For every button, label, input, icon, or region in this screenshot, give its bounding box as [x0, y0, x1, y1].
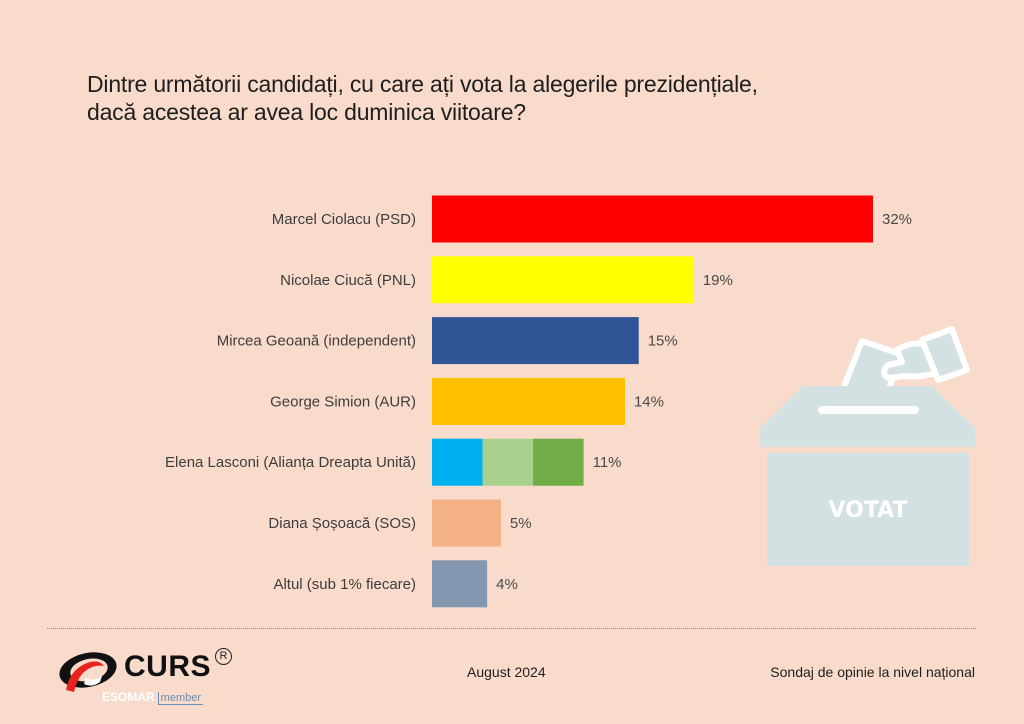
brand-name: CURS	[124, 650, 212, 683]
value-label: 19%	[703, 272, 733, 289]
bar	[432, 377, 625, 425]
category-label: Altul (sub 1% fiecare)	[273, 576, 416, 593]
chart-title-line-1: Dintre următorii candidați, cu care ați …	[87, 71, 758, 97]
esomar-member-tag: member	[157, 692, 204, 705]
category-label: Elena Lasconi (Alianța Dreapta Unită)	[165, 454, 416, 471]
chart-title-line-2: dacă acestea ar avea loc duminica viitoa…	[87, 99, 526, 125]
category-label: George Simion (AUR)	[270, 393, 416, 410]
value-label: 5%	[510, 515, 532, 532]
survey-date: August 2024	[467, 664, 546, 680]
registered-mark: R	[215, 648, 232, 665]
bar	[432, 560, 488, 608]
value-label: 11%	[593, 454, 622, 471]
bar-row: Altul (sub 1% fiecare) 4%	[273, 560, 518, 608]
bar-row: Marcel Ciolacu (PSD) 32%	[272, 195, 912, 243]
category-label: Marcel Ciolacu (PSD)	[272, 211, 416, 228]
survey-note: Sondaj de opinie la nivel național	[770, 664, 975, 680]
bar	[432, 499, 501, 547]
category-label: Nicolae Ciucă (PNL)	[280, 272, 416, 289]
bar-segment	[482, 438, 534, 486]
bar	[432, 317, 639, 365]
bars-layer: Marcel Ciolacu (PSD) 32% Nicolae Ciucă (PN…	[165, 195, 912, 608]
bar-segment	[432, 438, 484, 486]
curs-logo-icon	[59, 652, 117, 692]
footer-divider	[47, 628, 976, 629]
esomar-label: ESOMAR	[102, 690, 155, 704]
bar	[432, 195, 873, 243]
value-label: 15%	[648, 333, 678, 350]
value-label: 14%	[634, 393, 664, 410]
bar-row: Diana Șoșoacă (SOS) 5%	[268, 499, 532, 547]
bar-row: Elena Lasconi (Alianța Dreapta Unită) 11%	[165, 438, 622, 486]
bar-row: George Simion (AUR) 14%	[270, 377, 664, 425]
curs-logo: CURS R ESOMAR member	[56, 648, 246, 712]
bar-row: Nicolae Ciucă (PNL) 19%	[280, 256, 733, 304]
bar-segment	[533, 438, 584, 486]
value-label: 4%	[496, 576, 518, 593]
category-label: Diana Șoșoacă (SOS)	[268, 515, 416, 532]
bar-row: Mircea Geoană (independent) 15%	[217, 317, 678, 365]
category-label: Mircea Geoană (independent)	[217, 333, 416, 350]
esomar-badge: ESOMAR member	[102, 690, 204, 705]
ballot-box-icon: VOTAT	[760, 326, 975, 566]
bar	[432, 256, 694, 304]
chart-title: Dintre următorii candidați, cu care ați …	[87, 70, 987, 126]
ballot-box-label: VOTAT	[829, 498, 908, 523]
value-label: 32%	[882, 211, 912, 228]
